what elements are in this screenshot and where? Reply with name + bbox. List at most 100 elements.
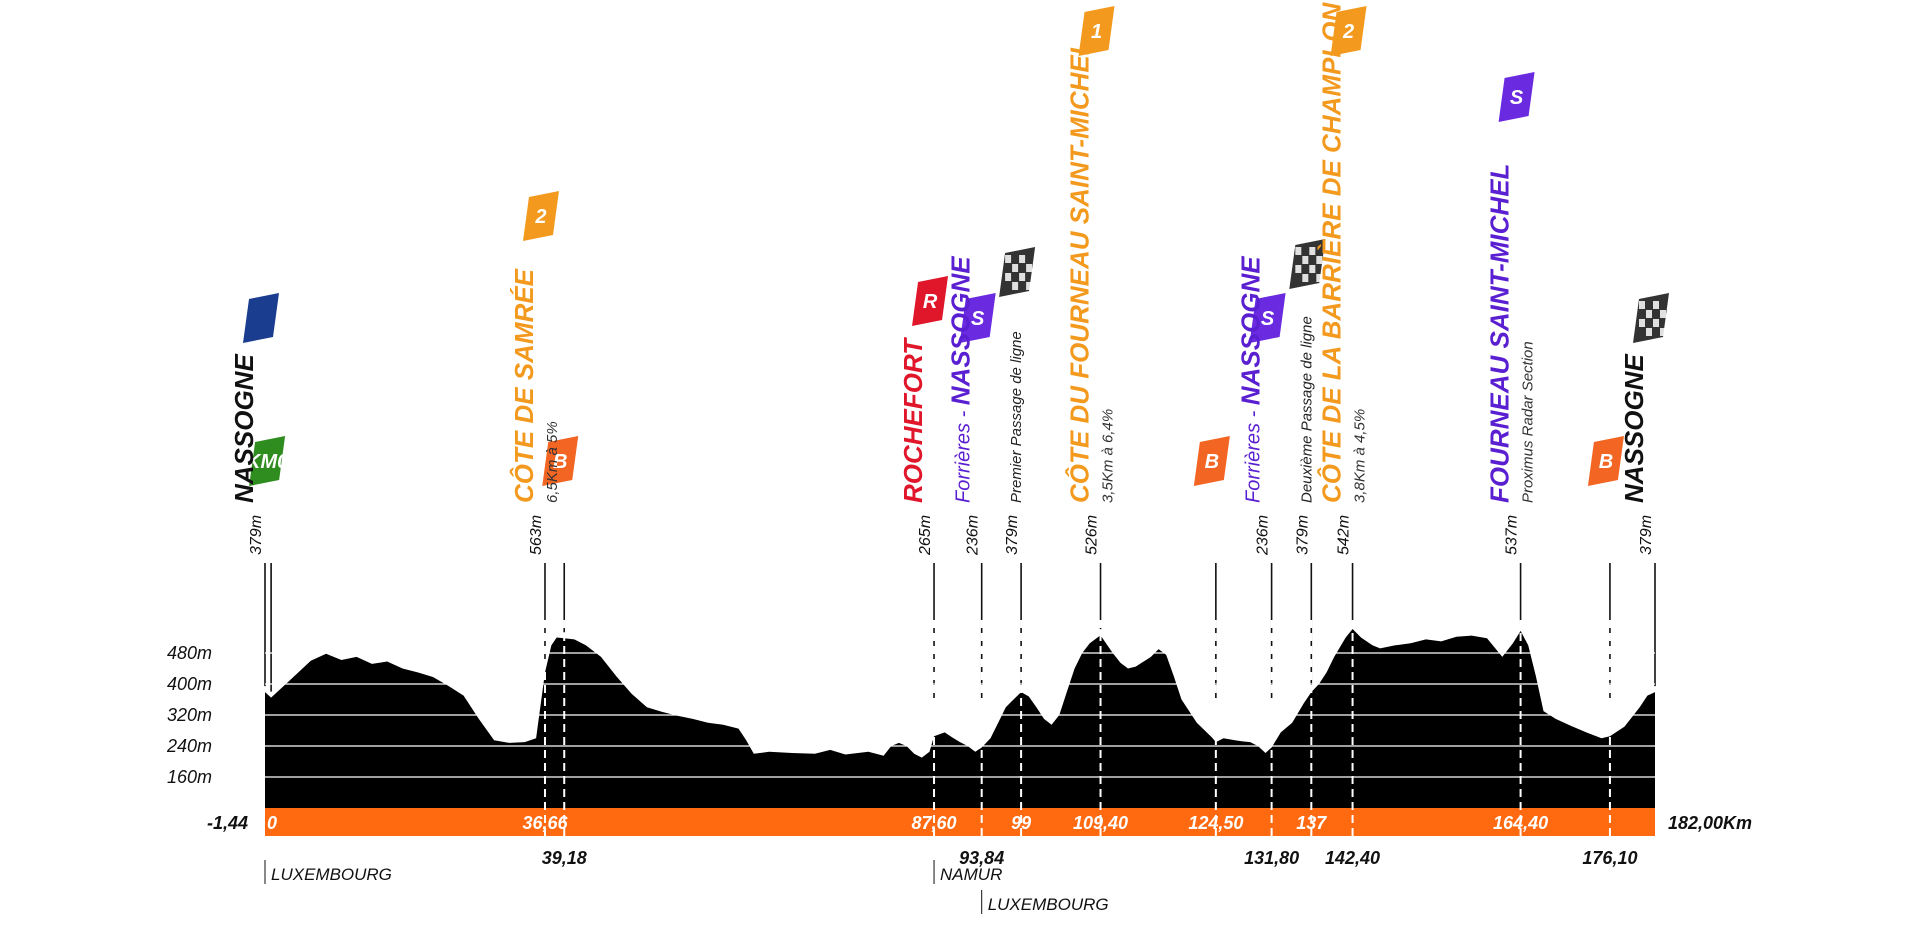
- km-label-124-50: 124,50: [1188, 813, 1243, 833]
- province-label-luxembourg: LUXEMBOURG: [271, 865, 392, 884]
- km0-flag-icon: KM0: [246, 436, 288, 486]
- point-7-name-text: CÔTE DU FOURNEAU SAINT-MICHEL: [1065, 39, 1095, 503]
- sprint-icon-shape: [1249, 293, 1286, 343]
- bonus-sprint-icon-shape: [1587, 436, 1624, 486]
- y-tick-label-400: 400m: [167, 674, 212, 694]
- finish-flag-icon-check: [1639, 319, 1645, 327]
- point-6-altitude: 379m: [1004, 515, 1021, 555]
- point-4-name-text: ROCHEFORT: [898, 337, 928, 503]
- point-7-name: CÔTE DU FOURNEAU SAINT-MICHEL: [1065, 39, 1095, 503]
- finish-line-pass-icon-check: [1295, 247, 1302, 255]
- sprint-icon-text: S: [1510, 87, 1524, 109]
- finish-line-pass-icon-check: [1309, 265, 1316, 273]
- bonus-sprint-icon-text: B: [553, 451, 567, 473]
- finish-line-pass-icon-check: [1295, 265, 1302, 273]
- point-12-name: FOURNEAU SAINT-MICHEL: [1485, 164, 1515, 503]
- climb-cat-2-icon-text: 2: [534, 206, 546, 228]
- bonus-sprint-icon: B: [1193, 436, 1230, 486]
- point-0-altitude: 379m: [248, 515, 265, 555]
- finish-flag-icon-check: [1660, 310, 1666, 318]
- bonus-sprint-icon-shape: [542, 436, 579, 486]
- refreshment-zone-icon: R: [912, 276, 949, 326]
- finish-line-pass-icon-check: [1026, 282, 1033, 290]
- point-9-name: Forrières - NASSOGNE: [1236, 256, 1266, 503]
- point-14-name: NASSOGNE: [1619, 354, 1649, 503]
- province-label-luxembourg: LUXEMBOURG: [988, 895, 1109, 914]
- finish-line-pass-icon-check: [1302, 256, 1309, 264]
- y-tick-label-240: 240m: [166, 736, 212, 756]
- finish-flag-icon-check: [1660, 328, 1666, 336]
- point-11-detail: 3,8Km à 4,5%: [1352, 409, 1369, 503]
- point-12-altitude: 537m: [1504, 515, 1521, 555]
- km-label-176-10: 176,10: [1582, 848, 1637, 868]
- finish-line-pass-icon-check: [1316, 256, 1323, 264]
- finish-line-pass-icon-check: [1309, 247, 1316, 255]
- point-0-name: NASSOGNE: [229, 354, 259, 503]
- finish-line-pass-icon-check: [1316, 274, 1323, 282]
- bonus-sprint-icon-shape: [1193, 436, 1230, 486]
- start-km-label: -1,44: [207, 813, 248, 833]
- km-label-36-66: 36,66: [522, 813, 568, 833]
- point-4-altitude: 265m: [917, 515, 934, 556]
- km0-flag-icon-shape: [249, 436, 286, 486]
- sprint-icon-text: S: [1261, 308, 1275, 330]
- km-label-0: 0: [267, 813, 277, 833]
- point-5-name: Forrières - NASSOGNE: [946, 256, 976, 503]
- profile-area: [265, 629, 1655, 808]
- altitude-gridlines: [265, 652, 1655, 778]
- climb-cat-2-icon: 2: [1330, 6, 1367, 56]
- climb-cat-2-icon: 2: [522, 191, 559, 241]
- finish-line-pass-icon-check: [1019, 273, 1026, 281]
- point-12-detail: Proximus Radar Section: [1520, 341, 1537, 503]
- sprint-icon-shape: [1498, 72, 1535, 122]
- climb-cat-2-icon-shape: [522, 191, 559, 241]
- bonus-sprint-icon: B: [542, 436, 579, 486]
- point-9-name-text: NASSOGNE: [1236, 256, 1266, 405]
- distance-bar-fill: [265, 808, 1655, 836]
- point-7-detail: 3,5Km à 6,4%: [1100, 409, 1117, 503]
- km0-flag-icon-text: KM0: [246, 451, 288, 473]
- y-tick-label-480: 480m: [167, 643, 212, 663]
- finish-line-pass-icon-check: [1012, 282, 1019, 290]
- finish-flag-icon: [1633, 293, 1669, 343]
- point-10-detail: Deuxième Passage de ligne: [1298, 316, 1315, 503]
- province-label-namur: NAMUR: [940, 865, 1002, 884]
- start-flag-icon: [243, 293, 279, 343]
- point-2-name: CÔTE DE SAMRÉE: [509, 268, 539, 503]
- refreshment-zone-icon-text: R: [923, 291, 938, 313]
- point-7-altitude: 526m: [1084, 515, 1101, 555]
- point-2-altitude: 563m: [528, 515, 545, 555]
- finish-flag-icon-check: [1653, 319, 1659, 327]
- km-label-164-40: 164,40: [1493, 813, 1548, 833]
- y-tick-label-320: 320m: [167, 705, 212, 725]
- bonus-sprint-icon: B: [1587, 436, 1624, 486]
- km-label-131-80: 131,80: [1244, 848, 1299, 868]
- point-12-name-text: FOURNEAU SAINT-MICHEL: [1485, 164, 1515, 503]
- km-label-137: 137: [1296, 813, 1327, 833]
- point-2-name-text: CÔTE DE SAMRÉE: [509, 268, 539, 503]
- point-11-name-text: CÔTE DE LA BARRIÈRE DE CHAMPLON: [1317, 2, 1347, 503]
- finish-line-pass-icon-check: [1019, 255, 1026, 263]
- km-label-109-40: 109,40: [1073, 813, 1128, 833]
- km-label-39-18: 39,18: [542, 848, 587, 868]
- point-10-altitude: 379m: [1294, 515, 1311, 555]
- finish-line-pass-icon: [1289, 239, 1326, 289]
- point-14-altitude: 379m: [1638, 515, 1655, 555]
- elevation-profile: [265, 629, 1655, 808]
- sprint-icon-shape: [959, 293, 996, 343]
- province-labels: LUXEMBOURG NAMUR LUXEMBOURG: [264, 860, 1109, 914]
- sprint-icon: S: [1249, 293, 1286, 343]
- flags-layer: KM0 2 B R S 1 B S 2 S B: [243, 6, 1669, 486]
- altitude-axis: 480m 400m 320m 240m 160m: [166, 643, 212, 787]
- finish-flag-icon-check: [1639, 301, 1645, 309]
- point-11-altitude: 542m: [1336, 515, 1353, 555]
- climb-cat-1-icon: 1: [1078, 6, 1115, 56]
- point-0-name-text: NASSOGNE: [229, 354, 259, 503]
- point-5-name-text: NASSOGNE: [946, 256, 976, 405]
- km-label-142-40: 142,40: [1325, 848, 1380, 868]
- finish-line-pass-icon-check: [1026, 264, 1033, 272]
- climb-cat-2-icon-shape: [1330, 6, 1367, 56]
- point-9-prefix: Forrières -: [1243, 405, 1265, 503]
